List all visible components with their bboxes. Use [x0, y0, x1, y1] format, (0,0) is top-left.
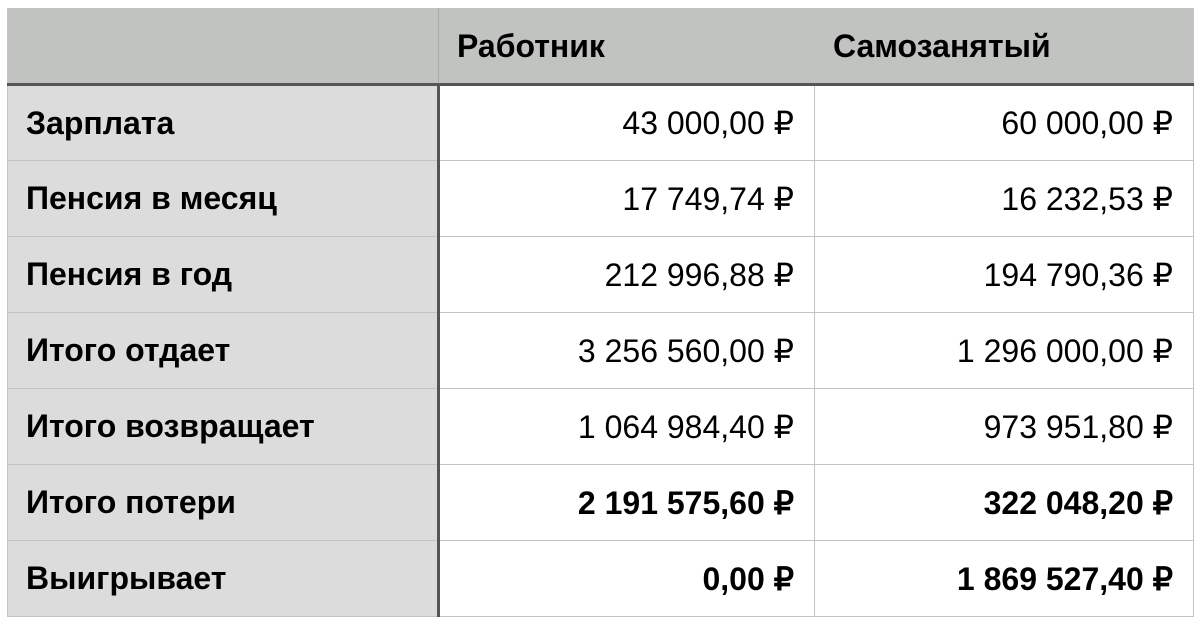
row-label: Выигрывает [7, 540, 440, 617]
row-label: Пенсия в месяц [7, 160, 440, 237]
comparison-table: Работник Самозанятый Зарплата 43 000,00 ₽… [7, 8, 1194, 617]
self-employed-value: 322 048,20 ₽ [814, 464, 1194, 541]
employee-value: 17 749,74 ₽ [438, 160, 815, 237]
row-label: Зарплата [7, 84, 440, 161]
table-row: Выигрывает 0,00 ₽1 869 527,40 ₽ [7, 540, 1194, 617]
self-employed-value: 1 296 000,00 ₽ [814, 312, 1194, 389]
table-row: Пенсия в месяц 17 749,74 ₽16 232,53 ₽ [7, 160, 1194, 237]
table-row: Зарплата 43 000,00 ₽60 000,00 ₽ [7, 84, 1194, 161]
column-header-self-employed: Самозанятый [814, 8, 1194, 86]
table-row: Итого возвращает 1 064 984,40 ₽973 951,80… [7, 388, 1194, 465]
employee-value: 3 256 560,00 ₽ [438, 312, 815, 389]
self-employed-value: 16 232,53 ₽ [814, 160, 1194, 237]
employee-value: 1 064 984,40 ₽ [438, 388, 815, 465]
corner-cell [7, 8, 439, 86]
self-employed-value: 60 000,00 ₽ [814, 84, 1194, 161]
table-row: Итого потери 2 191 575,60 ₽322 048,20 ₽ [7, 464, 1194, 541]
employee-value: 212 996,88 ₽ [438, 236, 815, 313]
row-label: Пенсия в год [7, 236, 440, 313]
table-row: Пенсия в год 212 996,88 ₽194 790,36 ₽ [7, 236, 1194, 313]
row-label: Итого возвращает [7, 388, 440, 465]
row-label: Итого отдает [7, 312, 440, 389]
table-row: Итого отдает 3 256 560,00 ₽1 296 000,00 ₽ [7, 312, 1194, 389]
column-header-employee: Работник [438, 8, 815, 86]
row-label: Итого потери [7, 464, 440, 541]
employee-value: 0,00 ₽ [438, 540, 815, 617]
self-employed-value: 973 951,80 ₽ [814, 388, 1194, 465]
header-row: Работник Самозанятый [7, 8, 1194, 86]
employee-value: 43 000,00 ₽ [438, 84, 815, 161]
employee-value: 2 191 575,60 ₽ [438, 464, 815, 541]
self-employed-value: 194 790,36 ₽ [814, 236, 1194, 313]
self-employed-value: 1 869 527,40 ₽ [814, 540, 1194, 617]
